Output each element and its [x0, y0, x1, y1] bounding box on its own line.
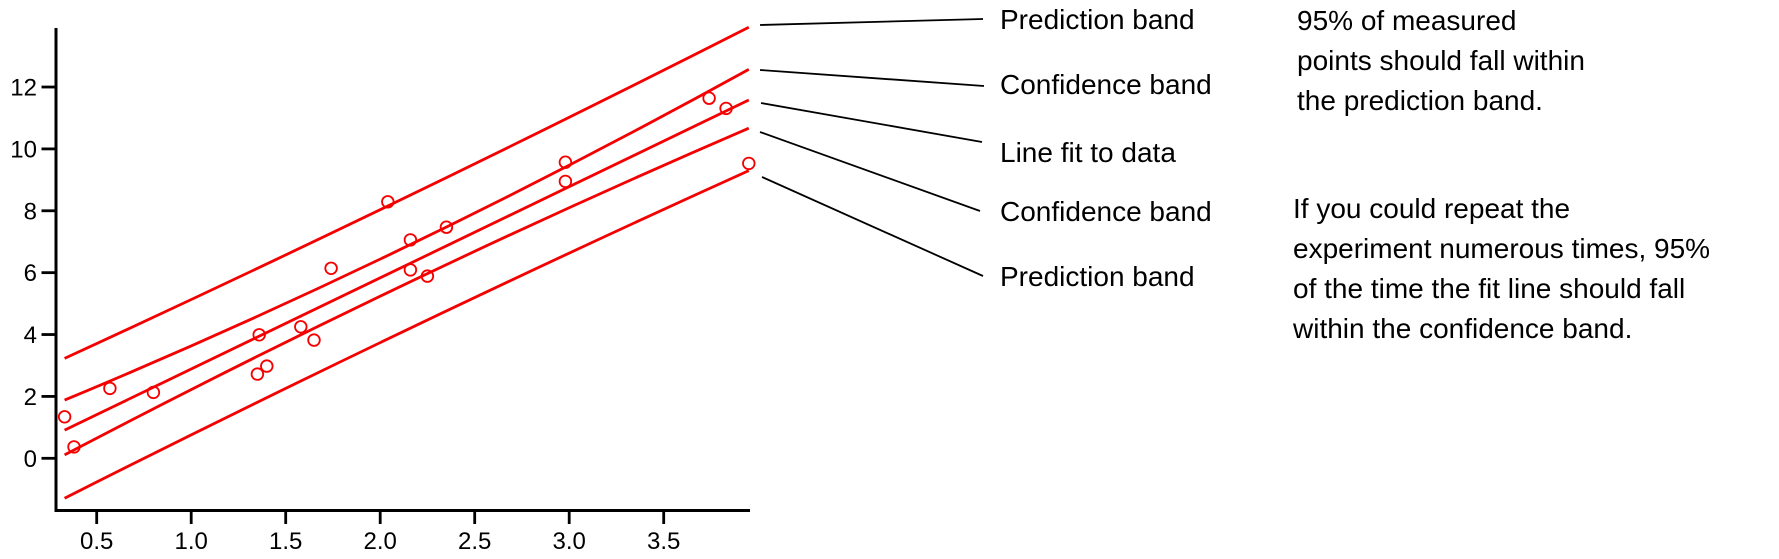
callout-line: [760, 102, 983, 143]
note-text-line: within the confidence band.: [1293, 313, 1633, 344]
x-axis-tick-label: 2.5: [458, 528, 491, 555]
confidence-band-upper-line: [64, 68, 750, 402]
callout-line: [759, 18, 984, 26]
data-point: [250, 367, 265, 381]
y-axis-tick-label: 10: [10, 136, 37, 163]
prediction-band-upper-line: [64, 26, 750, 360]
y-axis-tick-label: 4: [24, 322, 37, 349]
data-point: [558, 174, 573, 189]
data-point: [103, 381, 117, 396]
callout-label-confidence-band-upper: Confidence band: [1000, 69, 1212, 100]
data-point: [742, 156, 756, 171]
data-point: [381, 195, 395, 209]
y-axis-tick-label: 2: [24, 384, 37, 411]
note-text-line: experiment numerous times, 95%: [1293, 233, 1711, 264]
data-point: [307, 333, 321, 347]
prediction-band-lower-line: [63, 169, 750, 500]
data-point: [260, 359, 274, 373]
confidence-band-lower-line: [63, 126, 750, 457]
y-axis-tick-label: 6: [24, 260, 37, 287]
x-axis-tick-label: 2.0: [364, 528, 397, 555]
x-axis-tick-label: 3.5: [647, 528, 680, 555]
confidence-band-note: If you could repeat the experiment numer…: [1293, 189, 1710, 349]
callout-label-prediction-band-upper: Prediction band: [1000, 4, 1195, 35]
data-point: [403, 233, 418, 247]
callout-label-confidence-band-lower: Confidence band: [1000, 196, 1212, 227]
data-point: [67, 440, 81, 454]
x-axis-tick-label: 0.5: [80, 528, 113, 555]
note-text-line: points should fall within: [1297, 45, 1585, 76]
callout-label-line-fit: Line fit to data: [1000, 137, 1176, 168]
y-axis-tick-label: 0: [24, 446, 37, 473]
data-point: [719, 101, 733, 116]
y-axis-tick-label: 8: [24, 198, 37, 225]
axis-frame: [54, 28, 750, 512]
data-point: [252, 328, 266, 342]
data-point: [324, 261, 338, 276]
data-point: [146, 385, 161, 400]
y-axis-tick-label: 12: [10, 75, 37, 102]
note-text-line: the prediction band.: [1297, 85, 1543, 116]
callout-line: [759, 131, 981, 212]
x-axis-tick-label: 3.0: [553, 528, 586, 555]
data-point: [403, 263, 418, 277]
data-point: [294, 320, 308, 334]
prediction-band-note: 95% of measured points should fall withi…: [1297, 1, 1585, 121]
data-point: [420, 269, 435, 283]
data-point: [702, 91, 716, 105]
x-axis-tick-label: 1.5: [269, 528, 302, 555]
callout-label-prediction-band-lower: Prediction band: [1000, 261, 1195, 292]
x-axis-tick-label: 1.0: [175, 528, 208, 555]
note-text-line: 95% of measured: [1297, 5, 1517, 36]
data-point: [439, 220, 454, 234]
data-point: [57, 410, 72, 424]
callout-line: [761, 176, 984, 277]
data-point: [558, 155, 573, 169]
callout-line: [759, 69, 985, 87]
note-text-line: If you could repeat the: [1293, 193, 1571, 224]
note-text-line: of the time the fit line should fall: [1293, 273, 1686, 304]
